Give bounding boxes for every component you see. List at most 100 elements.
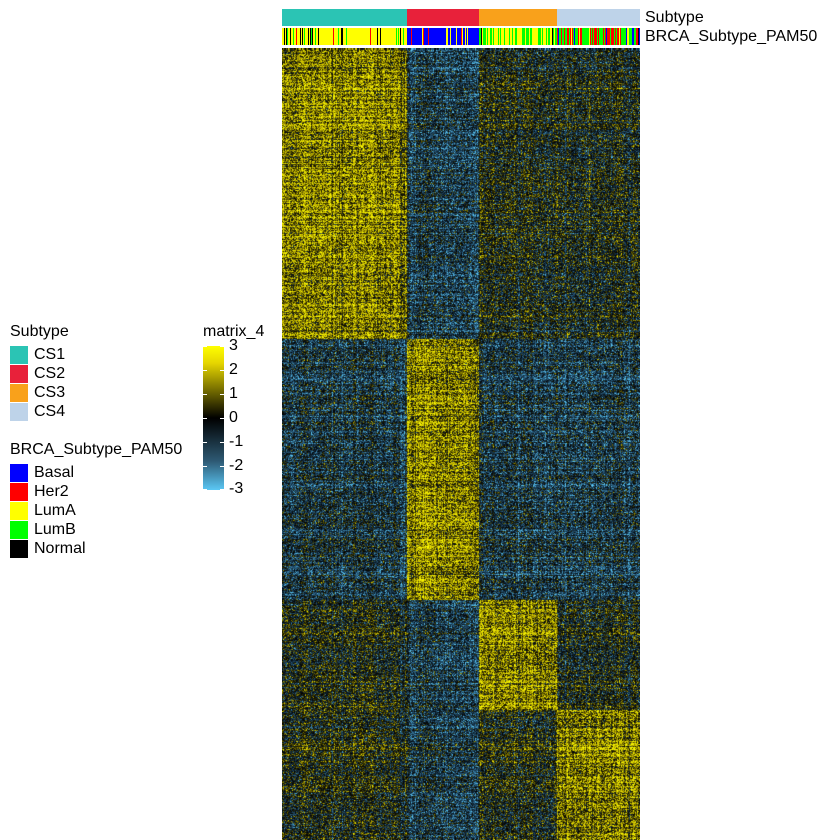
pam50-cell-basal <box>436 28 437 45</box>
pam50-cell-lumb <box>562 28 563 45</box>
pam50-cell-luma <box>323 28 324 45</box>
pam50-cell-lumb <box>304 28 305 45</box>
pam50-cell-basal <box>476 28 477 45</box>
pam50-cell-her2 <box>594 28 595 45</box>
pam50-cell-lumb <box>593 28 594 45</box>
pam50-cell-luma <box>521 28 522 45</box>
pam50-cell-lumb <box>504 28 505 45</box>
pam50-cell-luma <box>628 28 629 45</box>
pam50-cell-her2 <box>580 28 581 45</box>
matrix-tick-label: 0 <box>229 409 238 426</box>
pam50-cell-luma <box>320 28 321 45</box>
pam50-cell-luma <box>482 28 483 45</box>
pam50-cell-luma <box>547 28 548 45</box>
pam50-cell-lumb <box>635 28 636 45</box>
legend-swatch-lumb <box>10 520 28 539</box>
pam50-cell-normal <box>312 28 313 45</box>
pam50-cell-luma <box>619 28 620 45</box>
pam50-cell-luma <box>510 28 511 45</box>
pam50-cell-luma <box>543 28 544 45</box>
pam50-cell-basal <box>468 28 469 45</box>
pam50-cell-normal <box>481 28 482 45</box>
pam50-legend-title: BRCA_Subtype_PAM50 <box>10 441 183 458</box>
pam50-cell-luma <box>348 28 349 45</box>
pam50-cell-luma <box>391 28 392 45</box>
matrix-color-legend: matrix_4 3 2 1 0 -1 -2 -3 <box>203 322 265 497</box>
pam50-cell-basal <box>470 28 471 45</box>
pam50-cell-luma <box>456 28 457 45</box>
pam50-cell-normal <box>552 28 553 45</box>
pam50-cell-her2 <box>612 28 613 45</box>
pam50-cell-her2 <box>370 28 371 45</box>
pam50-cell-basal <box>407 28 408 45</box>
pam50-cell-luma <box>376 28 377 45</box>
pam50-cell-luma <box>332 28 333 45</box>
pam50-cell-lumb <box>586 28 587 45</box>
pam50-cell-luma <box>328 28 329 45</box>
pam50-cell-luma <box>355 28 356 45</box>
pam50-cell-luma <box>511 28 512 45</box>
pam50-cell-normal <box>380 28 381 45</box>
pam50-cell-luma <box>399 28 400 45</box>
pam50-cell-basal <box>445 28 446 45</box>
legend-swatch-her2 <box>10 482 28 501</box>
pam50-cell-luma <box>345 28 346 45</box>
pam50-cell-luma <box>537 28 538 45</box>
pam50-cell-luma <box>390 28 391 45</box>
legend-label-normal: Normal <box>34 540 86 557</box>
legend-item-cs3: CS3 <box>10 383 69 402</box>
pam50-cell-basal <box>417 28 418 45</box>
pam50-cell-lumb <box>483 28 484 45</box>
pam50-cell-luma <box>356 28 357 45</box>
pam50-cell-luma <box>313 28 314 45</box>
legend-label-her2: Her2 <box>34 483 69 500</box>
pam50-cell-normal <box>284 28 285 45</box>
pam50-cell-luma <box>465 28 466 45</box>
pam50-cell-luma <box>551 28 552 45</box>
pam50-cell-basal <box>472 28 473 45</box>
pam50-cell-luma <box>404 28 405 45</box>
pam50-cell-lumb <box>509 28 510 45</box>
pam50-cell-lumb <box>538 28 539 45</box>
pam50-cell-luma <box>397 28 398 45</box>
pam50-cell-lumb <box>526 28 527 45</box>
pam50-cell-her2 <box>620 28 621 45</box>
pam50-cell-her2 <box>578 28 579 45</box>
matrix-legend-title: matrix_4 <box>203 323 265 340</box>
pam50-cell-basal <box>410 28 411 45</box>
pam50-cell-luma <box>285 28 286 45</box>
pam50-cell-her2 <box>561 28 562 45</box>
pam50-cell-basal <box>574 28 575 45</box>
pam50-cell-lumb <box>524 28 525 45</box>
legend-item-her2: Her2 <box>10 482 182 501</box>
pam50-cell-luma <box>309 28 310 45</box>
pam50-cell-her2 <box>607 28 608 45</box>
pam50-cell-basal <box>418 28 419 45</box>
pam50-cell-luma <box>514 28 515 45</box>
pam50-cell-lumb <box>346 28 347 45</box>
pam50-cell-luma <box>367 28 368 45</box>
pam50-cell-her2 <box>596 28 597 45</box>
pam50-cell-basal <box>455 28 456 45</box>
pam50-cell-normal <box>341 28 342 45</box>
pam50-cell-lumb <box>515 28 516 45</box>
pam50-cell-luma <box>365 28 366 45</box>
pam50-cell-normal <box>342 28 343 45</box>
pam50-cell-luma <box>359 28 360 45</box>
pam50-cell-lumb <box>630 28 631 45</box>
pam50-cell-luma <box>353 28 354 45</box>
legend-label-basal: Basal <box>34 464 75 481</box>
legend-item-lumb: LumB <box>10 520 182 539</box>
pam50-cell-lumb <box>398 28 399 45</box>
pam50-cell-lumb <box>559 28 560 45</box>
pam50-cell-basal <box>420 28 421 45</box>
legend-swatch-cs2 <box>10 364 28 383</box>
pam50-cell-luma <box>486 28 487 45</box>
pam50-cell-her2 <box>423 28 424 45</box>
subtype-annotation-bar <box>282 9 640 26</box>
pam50-cell-luma <box>322 28 323 45</box>
pam50-cell-luma <box>337 28 338 45</box>
pam50-cell-lumb <box>629 28 630 45</box>
pam50-cell-basal <box>633 28 634 45</box>
pam50-cell-luma <box>314 28 315 45</box>
